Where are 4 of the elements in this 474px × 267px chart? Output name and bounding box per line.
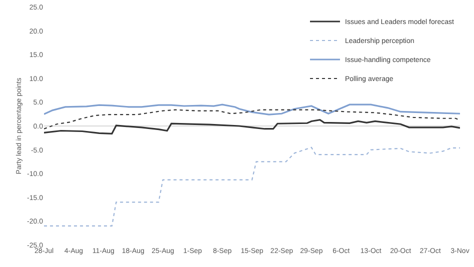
line-series — [44, 104, 460, 116]
line-series — [44, 119, 460, 134]
line-series — [44, 109, 460, 130]
line-series — [44, 146, 460, 227]
